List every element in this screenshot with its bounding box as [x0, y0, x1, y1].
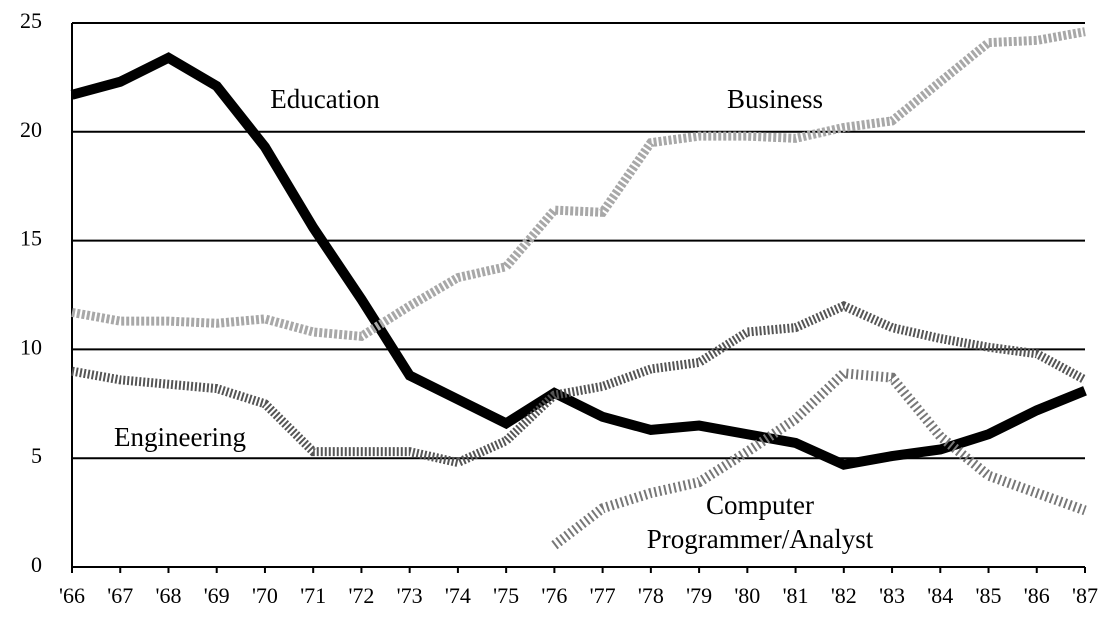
x-tick-label: '82 [831, 583, 857, 608]
x-tick-label: '84 [927, 583, 953, 608]
x-tick-label: '85 [976, 583, 1002, 608]
x-tick-label: '70 [252, 583, 278, 608]
y-tick-label: 15 [20, 226, 42, 251]
x-tick-label: '69 [204, 583, 230, 608]
x-tick-label: '72 [348, 583, 374, 608]
x-tick-label: '68 [155, 583, 181, 608]
x-tick-label: '80 [734, 583, 760, 608]
x-tick-label: '73 [397, 583, 423, 608]
x-tick-label: '81 [783, 583, 809, 608]
x-tick-label: '79 [686, 583, 712, 608]
x-tick-label: '78 [638, 583, 664, 608]
y-tick-label: 0 [31, 552, 42, 577]
y-tick-label: 10 [20, 334, 42, 359]
series-line [70, 52, 1087, 470]
x-tick-label: '86 [1024, 583, 1050, 608]
series-label: Computer Programmer/Analyst [646, 490, 874, 554]
x-tick-label: '75 [493, 583, 519, 608]
x-tick-label: '66 [59, 583, 85, 608]
x-tick-label: '74 [445, 583, 471, 608]
y-tick-label: 25 [20, 8, 42, 33]
y-tick-label: 5 [31, 443, 42, 468]
x-tick-label: '83 [879, 583, 905, 608]
x-tick-label: '71 [300, 583, 326, 608]
x-tick-label: '67 [107, 583, 133, 608]
series-line [71, 27, 1086, 341]
series-label: Business [726, 84, 824, 114]
x-tick-label: '87 [1072, 583, 1098, 608]
series-label: Engineering [114, 422, 246, 452]
y-tick-label: 20 [20, 117, 42, 142]
x-tick-label: '77 [590, 583, 616, 608]
x-tick-label: '76 [541, 583, 567, 608]
series-label: Education [270, 84, 380, 114]
